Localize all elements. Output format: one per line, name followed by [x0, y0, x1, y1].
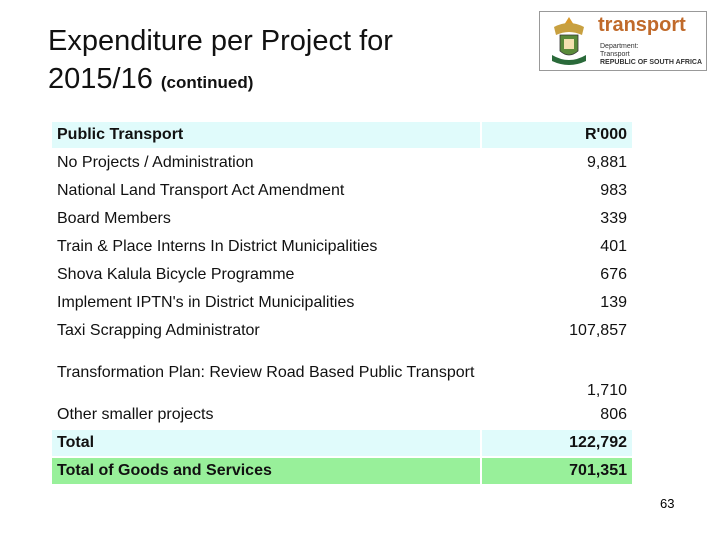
logo-line: Department:	[600, 43, 639, 50]
table-row: Taxi Scrapping Administrator 107,857	[50, 316, 634, 346]
amount-cell: 1,710	[480, 344, 634, 402]
label-cell: Public Transport	[50, 120, 482, 150]
logo-line: REPUBLIC OF SOUTH AFRICA	[600, 59, 703, 66]
label-cell: Train & Place Interns In District Munici…	[50, 232, 482, 262]
table-row: National Land Transport Act Amendment 983	[50, 176, 634, 206]
table-row: No Projects / Administration 9,881	[50, 148, 634, 178]
logo: transport Department: Transport REPUBLIC…	[539, 11, 707, 71]
table-row: Total of Goods and Services 701,351	[50, 456, 634, 486]
amount-cell: 9,881	[480, 148, 634, 178]
label-cell: No Projects / Administration	[50, 148, 482, 178]
table-row: Other smaller projects 806	[50, 400, 634, 430]
table-row: Implement IPTN's in District Municipalit…	[50, 288, 634, 318]
amount-cell: 122,792	[480, 428, 634, 458]
expenditure-table: Public Transport R'000 No Projects / Admin…	[50, 120, 634, 486]
title-main: Expenditure per Project for 2015/16	[48, 25, 393, 95]
amount-cell: 983	[480, 176, 634, 206]
table-row: Train & Place Interns In District Munici…	[50, 232, 634, 262]
coat-of-arms	[552, 17, 586, 65]
label-cell: Total of Goods and Services	[50, 456, 482, 486]
title-suffix: (continued)	[160, 73, 254, 92]
amount-cell: 107,857	[480, 316, 634, 346]
label-cell: National Land Transport Act Amendment	[50, 176, 482, 206]
label-cell: Taxi Scrapping Administrator	[50, 316, 482, 346]
label-cell: Total	[50, 428, 482, 458]
page-number: 63	[660, 496, 675, 511]
amount-cell: 401	[480, 232, 634, 262]
amount-cell: 139	[480, 288, 634, 318]
label-cell: Shova Kalula Bicycle Programme	[50, 260, 482, 290]
label-cell: Other smaller projects	[50, 400, 482, 430]
table-row: Public Transport R'000	[50, 120, 634, 150]
table-row: Transformation Plan: Review Road Based P…	[50, 344, 634, 402]
amount-cell: R'000	[480, 120, 634, 150]
label-cell: Implement IPTN's in District Municipalit…	[50, 288, 482, 318]
amount-cell: 339	[480, 204, 634, 234]
table-row: Total 122,792	[50, 428, 634, 458]
table-row: Shova Kalula Bicycle Programme 676	[50, 260, 634, 290]
amount-cell: 676	[480, 260, 634, 290]
title: Expenditure per Project for 2015/16 (con…	[48, 22, 488, 102]
label-cell: Board Members	[50, 204, 482, 234]
logo-name: transport	[598, 14, 686, 36]
table-row: Board Members 339	[50, 204, 634, 234]
logo-line: Transport	[600, 51, 630, 58]
amount-cell: 701,351	[480, 456, 634, 486]
label-cell: Transformation Plan: Review Road Based P…	[50, 344, 482, 402]
amount-cell: 806	[480, 400, 634, 430]
